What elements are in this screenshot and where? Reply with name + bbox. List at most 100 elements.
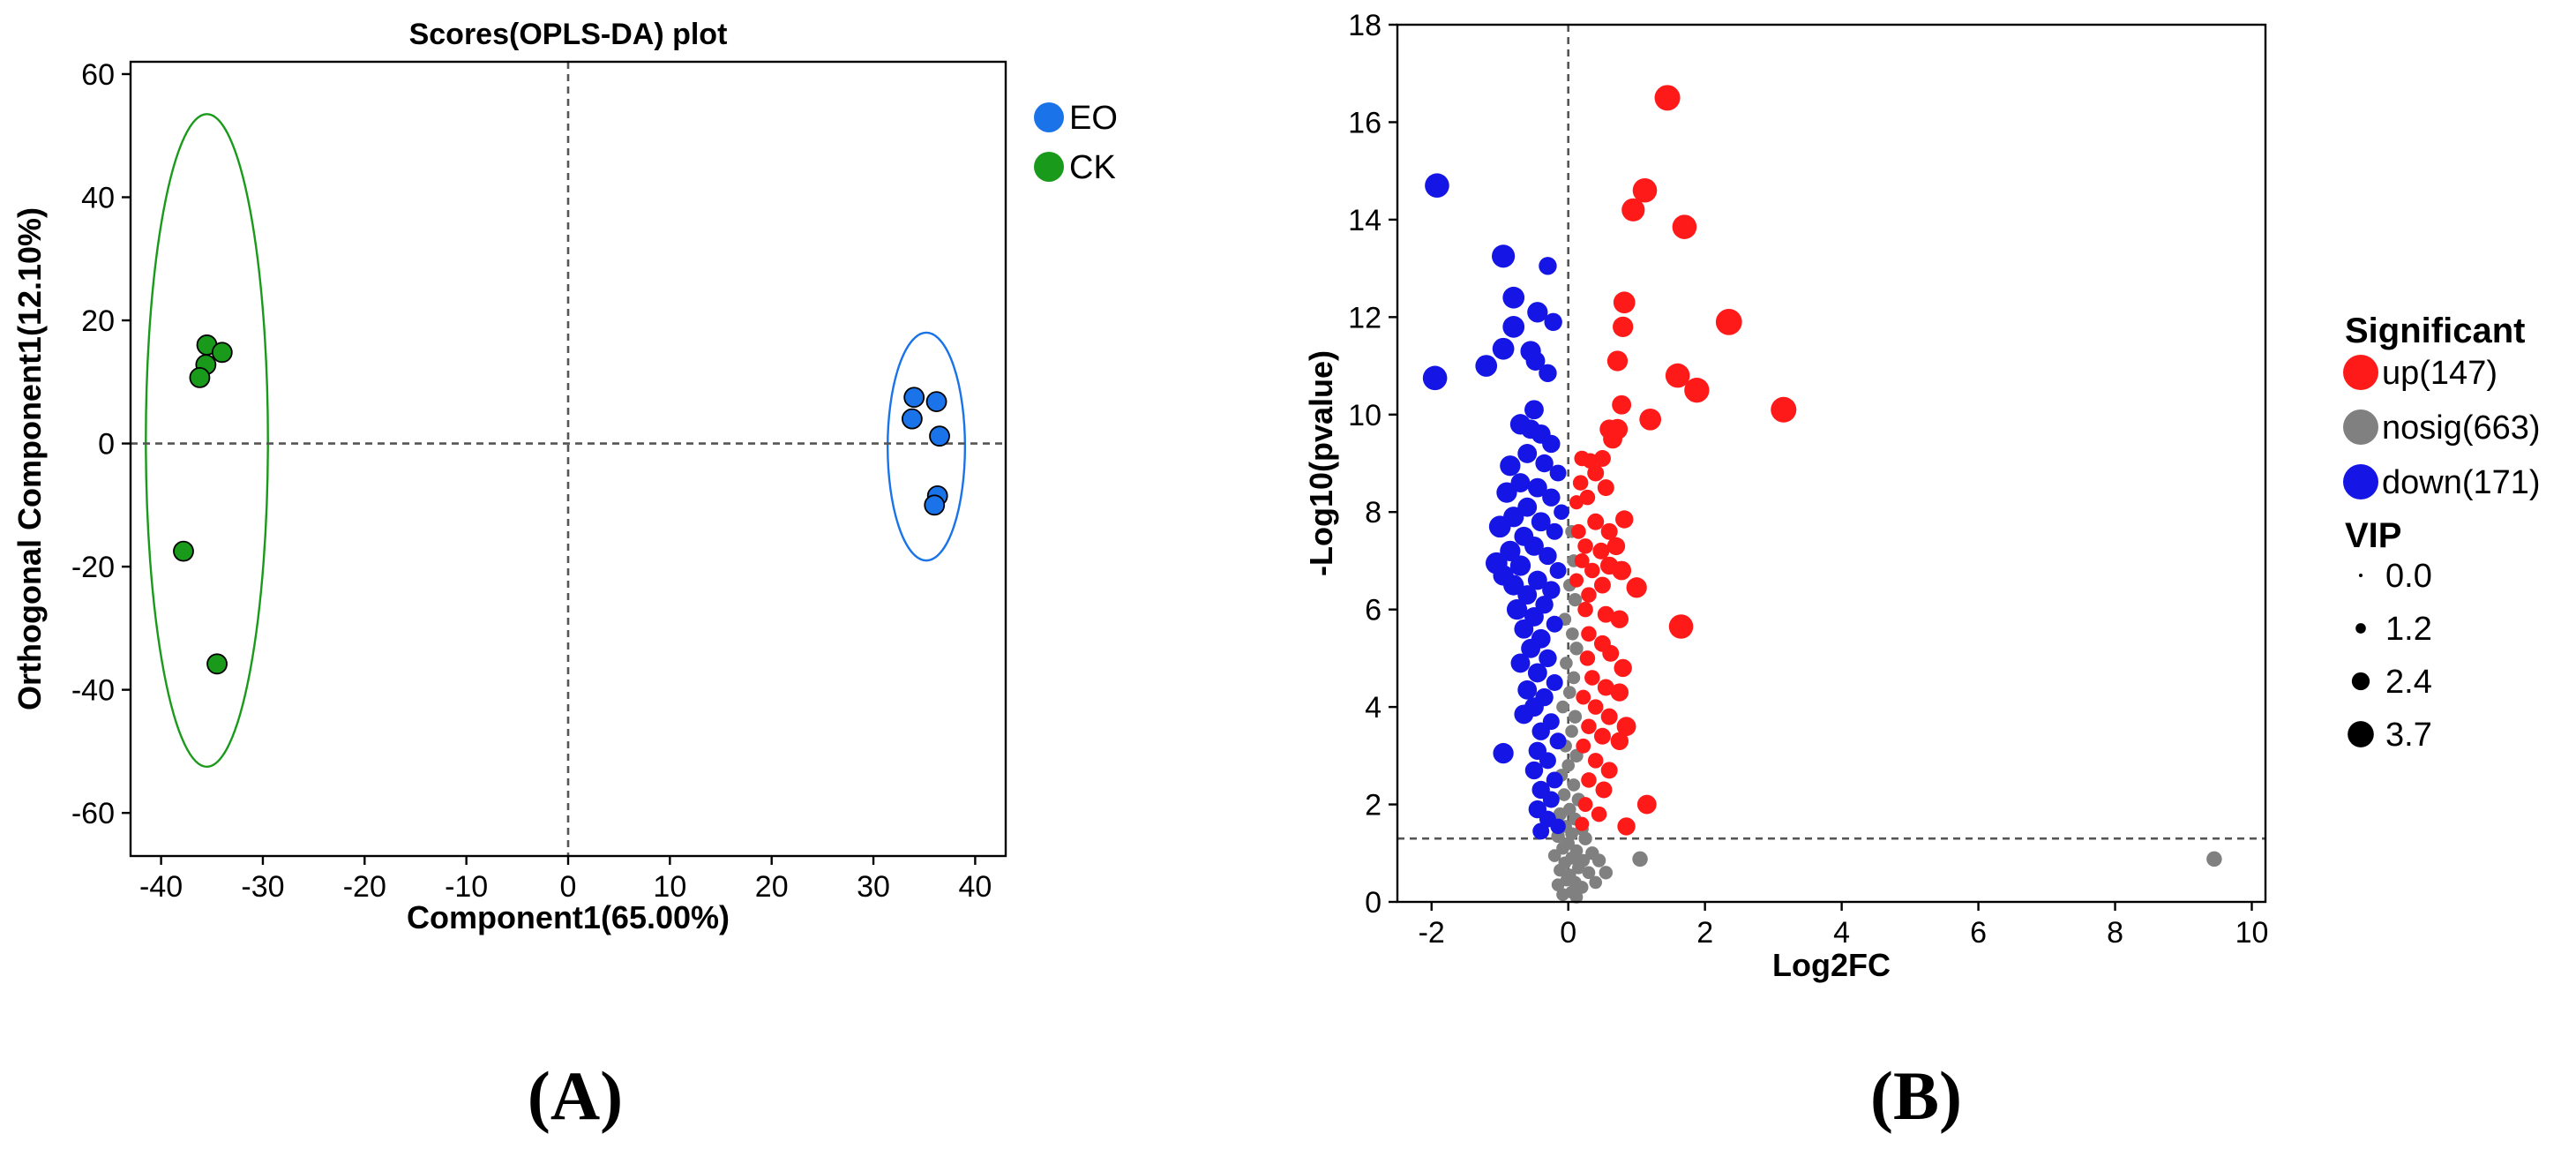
volcano-point-down <box>1539 649 1557 668</box>
volcano-point-down <box>1514 619 1534 639</box>
y-tick-label: 14 <box>1348 204 1382 237</box>
volcano-point-up <box>1613 316 1634 338</box>
legend-marker-vip <box>2348 721 2374 747</box>
volcano-point-down <box>1546 522 1563 540</box>
y-tick-label: 16 <box>1348 106 1382 139</box>
volcano-point-up <box>1615 510 1634 529</box>
data-point-eo <box>929 425 950 447</box>
volcano-point-up <box>1621 198 1645 222</box>
volcano-point-down <box>1544 312 1562 332</box>
volcano-point-down <box>1517 585 1538 605</box>
volcano-point-nosig <box>1569 890 1584 904</box>
volcano-point-up <box>1600 762 1618 779</box>
volcano-point-down <box>1521 638 1541 658</box>
legend-label-significance: nosig(663) <box>2382 409 2541 447</box>
volcano-point-down <box>1475 355 1498 377</box>
volcano-point-up <box>1593 576 1611 594</box>
volcano-reference-lines <box>1397 25 2265 902</box>
volcano-point-down <box>1539 364 1557 383</box>
volcano-point-down <box>1517 680 1538 700</box>
volcano-point-down <box>1527 570 1547 590</box>
volcano-point-up <box>1606 537 1626 556</box>
volcano-point-down <box>1554 504 1569 520</box>
volcano-point-down <box>1502 286 1525 309</box>
volcano-point-down <box>1542 488 1561 507</box>
y-tick-label: 10 <box>1348 399 1382 432</box>
volcano-point-up <box>1587 753 1604 769</box>
y-tick-label: -60 <box>71 797 115 830</box>
volcano-point-down <box>1509 555 1531 576</box>
volcano-point-nosig <box>1589 875 1603 890</box>
volcano-point-up <box>1577 797 1593 812</box>
volcano-point-up <box>1610 732 1629 750</box>
volcano-point-up <box>1602 644 1620 662</box>
volcano-point-up <box>1612 394 1632 415</box>
volcano-point-nosig <box>1568 710 1583 724</box>
y-tick-label: 20 <box>81 304 115 338</box>
volcano-point-up <box>1587 464 1605 482</box>
plot-b-x-axis-title: Log2FC <box>1772 947 1891 983</box>
panel-label-a: (A) <box>528 1057 623 1134</box>
volcano-point-up <box>1587 699 1604 715</box>
plot-a-title: Scores(OPLS-DA) plot <box>409 18 728 51</box>
data-point-eo <box>903 387 925 409</box>
volcano-point-up <box>1595 781 1613 799</box>
volcano-point-nosig <box>1547 849 1561 862</box>
x-tick-label: -20 <box>343 870 386 904</box>
plot-a-x-axis-title: Component1(65.00%) <box>407 899 730 935</box>
volcano-point-down <box>1546 615 1563 633</box>
volcano-point-up <box>1581 626 1597 642</box>
volcano-point-nosig <box>1565 827 1578 841</box>
volcano-point-up <box>1610 683 1629 702</box>
volcano-point-nosig <box>1561 759 1576 772</box>
volcano-point-down <box>1542 791 1560 808</box>
confidence-ellipse-ck <box>145 113 269 769</box>
volcano-point-up <box>1606 350 1629 372</box>
volcano-point-down <box>1527 663 1547 683</box>
x-tick-label: -40 <box>139 870 183 904</box>
volcano-point-up <box>1597 479 1614 497</box>
group-ellipses <box>145 113 967 769</box>
volcano-point-up <box>1614 658 1632 678</box>
volcano-point-down <box>1524 536 1544 556</box>
volcano-point-up <box>1636 794 1657 815</box>
confidence-ellipse-eo <box>886 331 967 562</box>
volcano-point-down <box>1525 351 1546 371</box>
data-point-ck <box>189 367 211 388</box>
volcano-point-nosig <box>1599 866 1613 880</box>
volcano-point-up <box>1639 408 1662 431</box>
x-tick-label: -30 <box>241 870 284 904</box>
x-tick-label: 0 <box>1560 916 1576 950</box>
panel-label-b: (B) <box>1870 1057 1962 1134</box>
data-point-eo <box>925 391 947 413</box>
volcano-point-up <box>1600 522 1618 540</box>
x-tick-label: 2 <box>1696 916 1713 950</box>
volcano-point-down <box>1510 653 1531 673</box>
legend-label-vip: 1.2 <box>2385 611 2432 648</box>
legend-label-ck: CK <box>1069 149 1116 186</box>
y-tick-label: 40 <box>81 181 115 214</box>
y-tick-label: 60 <box>81 58 115 92</box>
volcano-point-up <box>1610 610 1629 628</box>
volcano-point-nosig <box>1551 878 1565 891</box>
legend-marker-vip <box>2355 623 2366 634</box>
plot-a-legend: EO CK <box>1034 100 1118 186</box>
x-tick-label: 6 <box>1970 916 1987 950</box>
volcano-point-up <box>1771 396 1797 423</box>
legend-label-vip: 3.7 <box>2385 717 2432 754</box>
x-tick-label: 40 <box>958 870 992 904</box>
volcano-point-down <box>1546 771 1563 789</box>
volcano-point-up <box>1576 689 1591 705</box>
plot-a-axes: -40 -30 -20 -10 0 10 20 30 40 -60 -40 -20 0 20 40 60 <box>71 58 1007 904</box>
volcano-point-down <box>1496 482 1517 503</box>
legend-label-vip: 0.0 <box>2385 558 2432 595</box>
legend-title-significant: Significant <box>2345 312 2525 350</box>
plot-b-y-axis-title: -Log10(pvalue) <box>1303 350 1339 576</box>
opls-da-score-plot: Scores(OPLS-DA) plot -40 -30 -20 -10 0 10 20 30… <box>11 18 1118 935</box>
volcano-point-nosig <box>1557 788 1571 801</box>
data-point-ck <box>211 342 233 364</box>
volcano-point-up <box>1581 718 1597 734</box>
volcano-point-down <box>1549 732 1567 750</box>
volcano-point-down <box>1425 173 1449 199</box>
volcano-point-down <box>1422 365 1448 391</box>
